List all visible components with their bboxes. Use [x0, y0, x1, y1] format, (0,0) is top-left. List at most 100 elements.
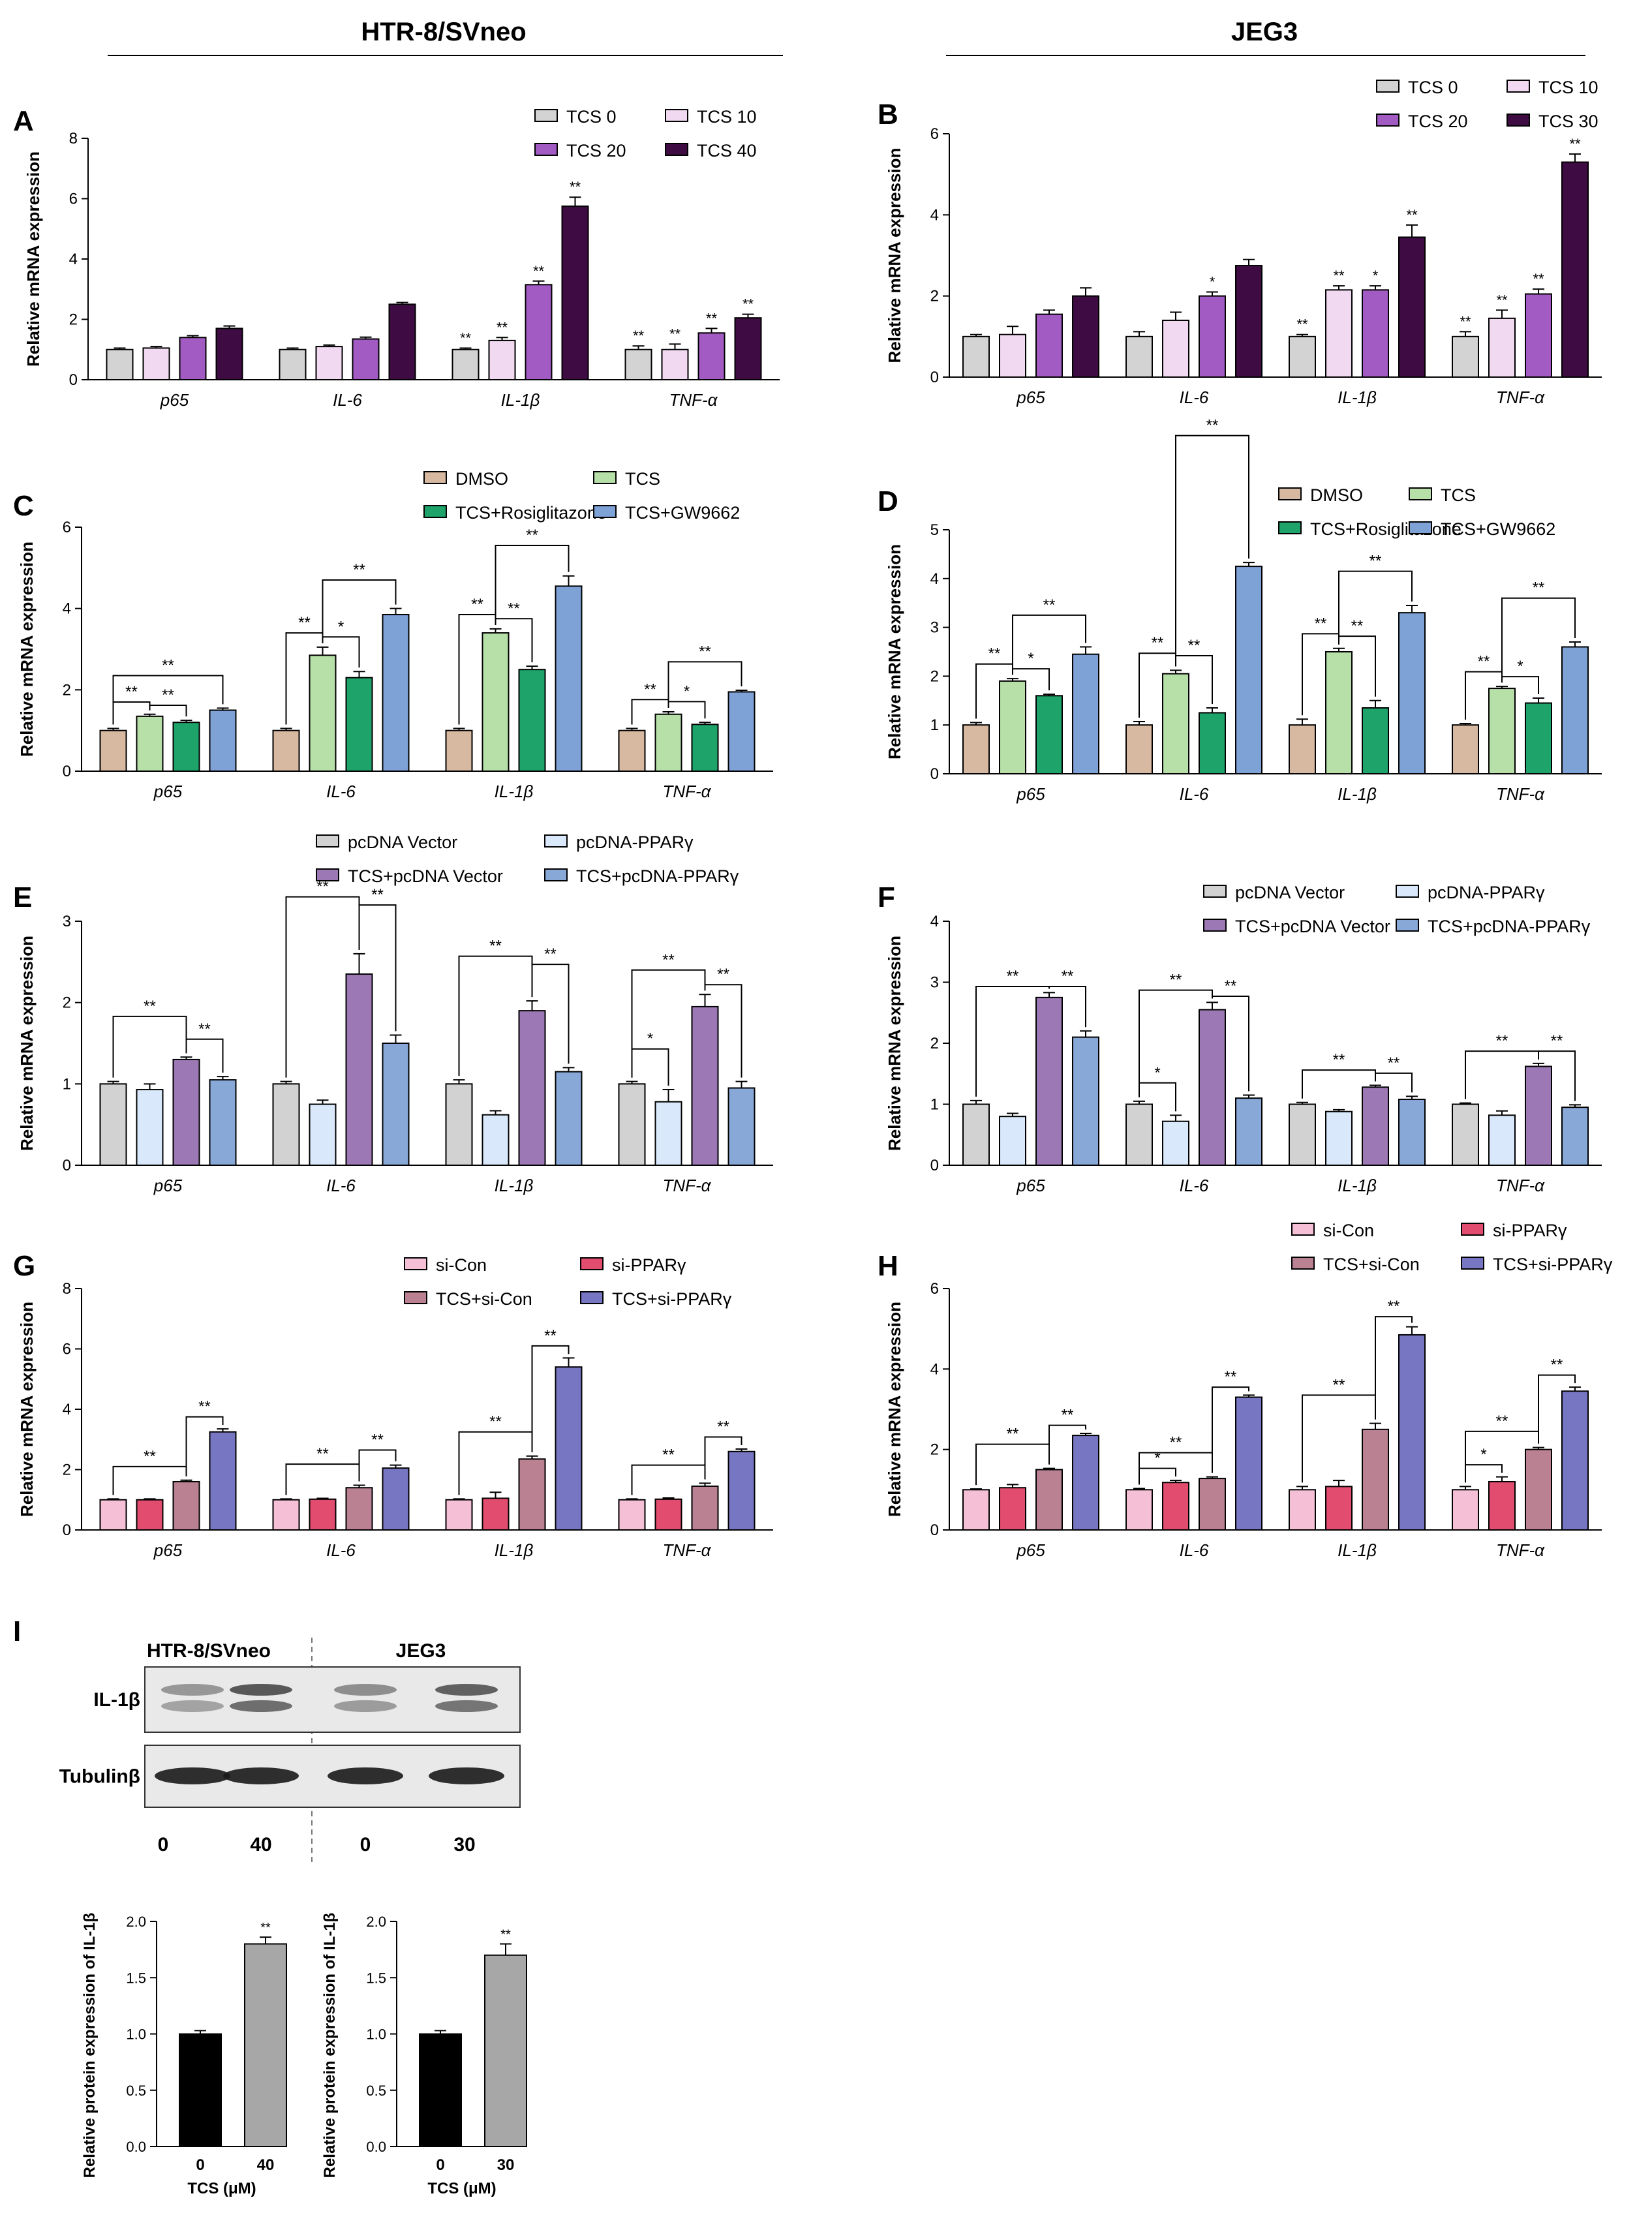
- bar: [209, 709, 237, 772]
- y-tick-label: 6: [63, 1341, 71, 1358]
- significance-mark: **: [1496, 292, 1508, 308]
- y-tick-label: 2: [930, 667, 939, 685]
- bracket-label: **: [662, 951, 675, 969]
- legend-label: TCS 30: [1538, 112, 1598, 131]
- y-tick-label: 4: [63, 1401, 71, 1418]
- y-tick-label: 4: [63, 600, 71, 618]
- bar: [1452, 335, 1479, 378]
- y-tick-label: 1: [63, 1075, 71, 1093]
- chart-panel-i-left: 0.0 0.5 1.0 1.5 2.0 Relative protein expressi…: [81, 1913, 287, 2197]
- significance-mark: **: [1569, 136, 1581, 152]
- panel-label-e: E: [13, 881, 32, 913]
- significance-bracket: [1501, 597, 1576, 683]
- legend-swatch: [1203, 885, 1227, 898]
- significance-bracket: [495, 545, 570, 625]
- blot-band-il1b-lower: [334, 1700, 397, 1712]
- chart-panel-e: 0 1 2 3 Relative mRNA expression p65 IL-6 IL-1β…: [17, 833, 773, 1195]
- significance-bracket: [185, 1416, 224, 1476]
- significance-mark: **: [1460, 313, 1471, 329]
- x-category-label: TNF-α: [1496, 784, 1545, 804]
- x-category-label: IL-1β: [501, 390, 540, 410]
- x-category-label: p65: [1016, 388, 1045, 407]
- bar: [445, 729, 473, 772]
- significance-bracket: [1048, 986, 1086, 1028]
- significance-bracket: [631, 1048, 669, 1086]
- bracket-label: *: [1154, 1450, 1160, 1467]
- y-tick-label: 1.5: [126, 1970, 146, 1986]
- legend-label: TCS+pcDNA Vector: [1235, 917, 1390, 936]
- x-category-label: 30: [497, 2156, 515, 2174]
- bar: [999, 1487, 1026, 1531]
- blot-band-tubulin: [328, 1767, 403, 1784]
- x-category-label: TNF-α: [1496, 1176, 1545, 1195]
- significance-bracket: [322, 579, 397, 643]
- y-tick-label: 6: [930, 1280, 939, 1298]
- header-left: HTR-8/SVneo: [361, 18, 526, 46]
- y-axis-label: Relative mRNA expression: [885, 936, 904, 1151]
- bar: [1362, 1086, 1389, 1166]
- bar: [555, 1366, 583, 1531]
- bar: [1452, 1489, 1479, 1531]
- legend-swatch: [1461, 1257, 1484, 1270]
- bracket-label: *: [1028, 650, 1033, 667]
- bracket-label: **: [1551, 1032, 1563, 1050]
- legend-label: TCS+pcDNA Vector: [348, 866, 503, 886]
- bar: [172, 1058, 200, 1167]
- bracket-label: **: [544, 945, 557, 963]
- bar: [555, 1071, 583, 1166]
- bar: [419, 2033, 462, 2147]
- bar: [1289, 724, 1316, 774]
- bracket-label: **: [988, 645, 1001, 663]
- bar: [136, 715, 164, 772]
- y-tick-label: 2: [69, 311, 78, 329]
- x-category-label: IL-1β: [495, 1540, 534, 1560]
- panel-label-f: F: [878, 881, 895, 913]
- bar: [99, 729, 127, 772]
- legend-swatch: [1507, 80, 1530, 93]
- bracket-label: **: [144, 998, 156, 1015]
- blot-band-il1b-upper: [161, 1684, 224, 1696]
- significance-bracket: [1375, 1316, 1413, 1420]
- blot-band-il1b-upper: [230, 1684, 292, 1696]
- bar: [1488, 1481, 1516, 1531]
- bracket-label: **: [1388, 1054, 1400, 1072]
- significance-mark: **: [742, 296, 754, 313]
- x-category-label: IL-1β: [1338, 1176, 1377, 1195]
- legend-label: TCS+pcDNA-PPARγ: [576, 866, 739, 886]
- charts-layer: A B C D E F G H I 0 2 4 6 8 Relative mRNA expression p6…: [13, 78, 1613, 2197]
- blot-lane-label: 0: [360, 1834, 371, 1856]
- bar: [1398, 612, 1426, 774]
- bar: [1125, 335, 1153, 378]
- y-axis-label: Relative protein expression of IL-1β: [321, 1913, 339, 2178]
- bar: [136, 1089, 164, 1167]
- bar: [1199, 1478, 1226, 1531]
- x-category-label: p65: [153, 1540, 183, 1560]
- x-category-label: IL-1β: [495, 1176, 534, 1195]
- y-axis-label: Relative mRNA expression: [23, 151, 43, 367]
- x-category-label: TNF-α: [669, 390, 718, 410]
- legend-label: TCS 0: [1408, 78, 1458, 97]
- bracket-label: **: [1188, 637, 1201, 654]
- bracket-label: *: [1154, 1064, 1160, 1082]
- bar: [1452, 1103, 1479, 1166]
- legend-label: TCS 40: [697, 141, 757, 160]
- x-category-label: TNF-α: [662, 1176, 711, 1195]
- significance-bracket: [1048, 1424, 1086, 1465]
- bar: [518, 1458, 546, 1531]
- y-tick-label: 4: [930, 570, 939, 588]
- legend-swatch: [580, 1257, 604, 1270]
- chart-panel-f: 0 1 2 3 4 Relative mRNA expression p65 IL-6 IL-1…: [885, 883, 1602, 1195]
- bracket-label: **: [198, 1020, 211, 1038]
- legend-swatch: [1278, 487, 1302, 500]
- bar: [962, 1103, 990, 1166]
- bar: [654, 713, 682, 772]
- legend-label: TCS+si-PPARγ: [612, 1289, 732, 1309]
- x-category-label: p65: [1016, 784, 1045, 804]
- bracket-label: **: [1351, 617, 1364, 635]
- significance-mark: **: [570, 179, 581, 195]
- bracket-label: **: [1152, 634, 1164, 652]
- bar: [345, 677, 373, 772]
- bar: [727, 691, 756, 772]
- y-tick-label: 2: [930, 1441, 939, 1459]
- y-tick-label: 8: [69, 130, 78, 147]
